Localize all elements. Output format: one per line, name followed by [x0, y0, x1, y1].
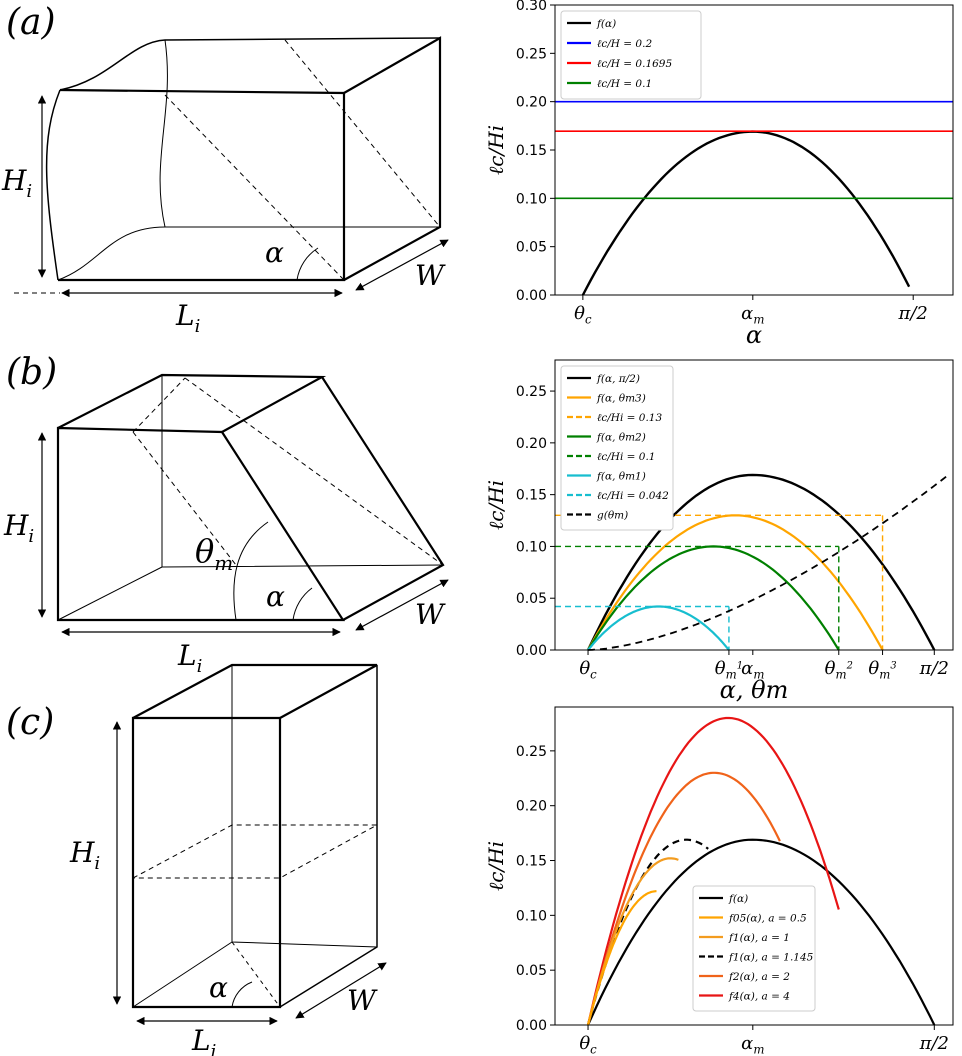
series-family-1 [586, 890, 657, 1026]
panel-label-a: (a) [6, 2, 56, 43]
y-tick-label: 0.05 [516, 963, 547, 979]
legend-box [560, 10, 702, 100]
legend: f(α) ℓc/H = 0.2 ℓc/H = 0.1695 ℓc/H = 0.1 [560, 10, 702, 100]
series-family-2 [586, 857, 679, 1026]
legend-label: ℓc/Hi = 0.1 [597, 451, 655, 463]
legend-label: f1(α), a = 1 [728, 932, 790, 944]
series-family-5 [586, 716, 840, 1026]
y-tick-label: 0.00 [516, 1018, 547, 1034]
y-tick-label: 0.05 [516, 591, 547, 607]
series-f-alpha [587, 838, 936, 1026]
axes-frame [554, 359, 954, 651]
series-f-pi2 [586, 473, 936, 651]
x-tick-label: π/2 [919, 1033, 949, 1054]
legend-label: ℓc/H = 0.1 [597, 78, 652, 90]
legend-label: f1(α), a = 1.145 [728, 952, 814, 964]
series-family-4 [586, 771, 781, 1026]
chart-a: 0.00 0.05 0.10 0.15 0.20 0.25 0.30 θc αm π/2 α ℓc/H… [484, 0, 954, 349]
y-tick-label: 0.15 [516, 143, 547, 159]
x-tick-label: θc [574, 303, 592, 327]
diagram-c-angle-label: α [209, 971, 228, 1004]
legend-label: g(θm) [597, 510, 628, 522]
y-tick-label: 0.15 [516, 854, 547, 870]
y-axis-label: ℓc/Hi [484, 480, 508, 530]
legend-label: f2(α), a = 2 [728, 971, 790, 983]
y-tick-label: 0.10 [516, 908, 547, 924]
x-axis-label: α [746, 1051, 762, 1056]
series-g-theta [587, 475, 948, 651]
diagram-a [14, 36, 449, 298]
x-axis-label: α [746, 321, 762, 349]
x-tick-label: θc [579, 1033, 597, 1056]
y-tick-label: 0.10 [516, 191, 547, 207]
diagram-c [112, 663, 387, 1026]
y-tick-label: 0.15 [516, 488, 547, 504]
x-tick-label: αm [741, 303, 764, 327]
series-family-3 [586, 838, 709, 1026]
x-tick-label: θm3 [868, 658, 896, 682]
legend: f(α, π/2) f(α, θm3) ℓc/Hi = 0.13 f(α, θm2) ℓ… [560, 365, 674, 531]
x-tick-label: π/2 [919, 658, 949, 679]
series-f-alpha [581, 130, 911, 296]
legend-label: ℓc/H = 0.1695 [597, 58, 672, 70]
diagram-a-width-label: W [415, 259, 446, 292]
y-tick-label: 0.30 [516, 0, 547, 14]
legend-label: ℓc/H = 0.2 [597, 38, 652, 50]
x-tick-label: θm2 [825, 658, 853, 682]
chart-c: 0.00 0.05 0.10 0.15 0.20 0.25 θc αm π/2 α ℓc/Hi f(α… [484, 706, 954, 1056]
y-tick-label: 0.25 [516, 384, 547, 400]
diagram-b-height-label: Hi [3, 509, 34, 547]
legend-label: f(α) [596, 18, 616, 30]
axes-frame [554, 706, 954, 1026]
legend-label: f(α) [728, 893, 748, 905]
x-tick-label: αm [741, 658, 764, 682]
diagram-b [37, 373, 449, 637]
legend-label: f(α, π/2) [596, 373, 640, 385]
legend-label: f(α, θm3) [596, 393, 646, 405]
panel-label-b: (b) [6, 352, 57, 393]
x-tick-label: θm1 [715, 658, 743, 682]
y-tick-label: 0.00 [516, 643, 547, 659]
y-tick-label: 0.10 [516, 539, 547, 555]
x-tick-label: π/2 [898, 303, 928, 324]
y-tick-label: 0.25 [516, 46, 547, 62]
diagram-a-height-label: Hi [1, 164, 32, 202]
diagram-b-angle-label: α [266, 580, 285, 613]
legend-label: ℓc/Hi = 0.13 [597, 412, 662, 424]
legend-label: f05(α), a = 0.5 [728, 913, 807, 925]
y-tick-label: 0.20 [516, 799, 547, 815]
legend-label: f(α, θm1) [596, 471, 646, 483]
y-tick-label: 0.20 [516, 436, 547, 452]
diagram-b-theta-label: θm [195, 532, 233, 575]
legend-label: ℓc/Hi = 0.042 [597, 490, 669, 502]
legend-label: f4(α), a = 4 [728, 991, 790, 1003]
panel-label-c: (c) [6, 702, 54, 743]
y-axis-label: ℓc/Hi [484, 125, 508, 175]
diagram-c-length-label: Li [191, 1024, 216, 1056]
legend-label: f(α, θm2) [596, 432, 646, 444]
y-tick-label: 0.20 [516, 95, 547, 111]
diagram-c-height-label: Hi [69, 836, 100, 874]
legend-box [560, 365, 674, 531]
y-axis-label: ℓc/Hi [484, 841, 508, 891]
diagram-c-width-label: W [347, 984, 378, 1017]
legend-box [692, 885, 816, 1012]
x-tick-label: αm [741, 1033, 764, 1056]
y-tick-label: 0.25 [516, 744, 547, 760]
y-tick-label: 0.00 [516, 288, 547, 304]
diagram-a-length-label: Li [175, 299, 200, 337]
diagram-a-angle-label: α [265, 236, 284, 269]
y-tick-label: 0.05 [516, 240, 547, 256]
x-axis-label: α, θm [720, 676, 789, 704]
diagram-b-length-label: Li [177, 639, 202, 677]
series-curve-3 [587, 545, 840, 651]
diagram-b-width-label: W [415, 598, 446, 631]
legend: f(α) f05(α), a = 0.5 f1(α), a = 1 f1(α), a … [692, 885, 816, 1012]
x-tick-label: θc [579, 658, 597, 682]
